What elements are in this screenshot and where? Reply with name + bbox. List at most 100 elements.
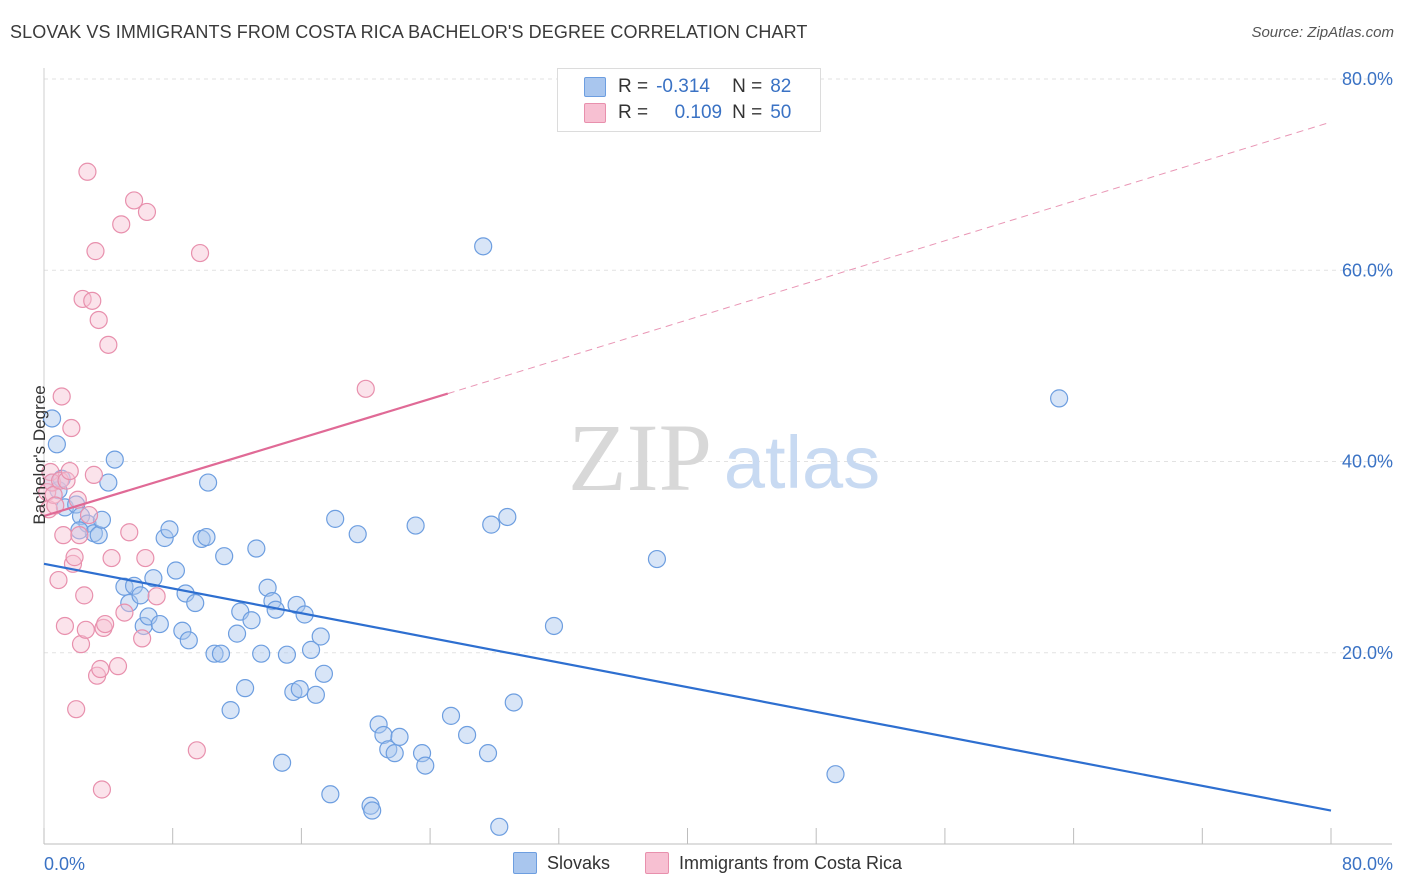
- point-slovaks: [186, 593, 205, 613]
- point-costa-rica: [62, 418, 81, 438]
- point-costa-rica: [190, 243, 210, 263]
- point-slovaks: [258, 578, 277, 597]
- y-tick-label: 20.0%: [1342, 643, 1393, 663]
- point-costa-rica: [57, 471, 76, 490]
- grid: [44, 78, 1392, 654]
- point-slovaks: [99, 473, 118, 492]
- point-slovaks: [242, 611, 261, 630]
- point-slovaks: [306, 685, 325, 704]
- point-slovaks: [131, 586, 150, 605]
- bottom-legend-swatch-slovaks: [513, 852, 537, 874]
- y-tick-label: 60.0%: [1342, 260, 1393, 280]
- point-slovaks: [247, 539, 266, 558]
- point-slovaks: [416, 756, 435, 775]
- point-slovaks: [441, 706, 461, 725]
- point-slovaks: [272, 753, 292, 772]
- point-slovaks: [385, 744, 404, 763]
- correlation-legend: R = -0.314 N = 82 R = 0.109 N = 50: [557, 68, 821, 132]
- bottom-legend-label-costa-rica: Immigrants from Costa Rica: [679, 852, 903, 873]
- point-costa-rica: [75, 586, 94, 605]
- point-slovaks: [474, 237, 493, 256]
- watermark-atlas: atlas: [724, 421, 880, 504]
- legend-swatch-costa-rica: [584, 103, 606, 123]
- data-points: [38, 162, 1069, 836]
- point-slovaks: [235, 679, 255, 698]
- point-costa-rica: [99, 335, 118, 354]
- point-slovaks: [321, 785, 340, 804]
- watermark-zip: ZIP: [568, 404, 712, 511]
- point-slovaks: [173, 621, 192, 640]
- legend-row-costa-rica: R = 0.109 N = 50: [584, 101, 791, 125]
- point-slovaks: [348, 525, 367, 544]
- point-costa-rica: [50, 471, 70, 490]
- tick-labels: 20.0% 40.0% 60.0% 80.0% 0.0% 80.0%: [44, 69, 1393, 874]
- bottom-legend-slovaks: Slovaks: [513, 852, 610, 874]
- point-slovaks: [105, 450, 124, 469]
- x-tick-label: 0.0%: [44, 854, 85, 874]
- point-slovaks: [211, 644, 231, 663]
- point-costa-rica: [67, 700, 86, 719]
- legend-swatch-slovaks: [584, 77, 606, 97]
- point-slovaks: [215, 547, 234, 566]
- point-slovaks: [326, 509, 345, 528]
- point-slovaks: [504, 693, 523, 712]
- point-slovaks: [197, 527, 216, 547]
- y-tick-label: 40.0%: [1342, 452, 1393, 472]
- point-slovaks: [89, 526, 108, 545]
- point-slovaks: [227, 624, 247, 643]
- legend-n-label: N =: [732, 102, 763, 123]
- point-costa-rica: [92, 780, 112, 799]
- legend-r-label: R =: [618, 76, 649, 97]
- point-slovaks: [544, 616, 564, 636]
- point-slovaks: [166, 561, 186, 580]
- point-costa-rica: [124, 191, 144, 210]
- point-slovaks: [179, 631, 198, 650]
- point-costa-rica: [96, 614, 115, 634]
- point-slovaks: [42, 409, 62, 428]
- legend-n-value: 82: [770, 76, 792, 97]
- point-slovaks: [311, 627, 330, 646]
- point-costa-rica: [79, 505, 99, 525]
- point-slovaks: [314, 664, 334, 683]
- point-slovaks: [290, 679, 309, 699]
- point-costa-rica: [76, 620, 95, 639]
- point-costa-rica: [83, 291, 102, 310]
- point-costa-rica: [78, 162, 97, 181]
- trend-lines: [43, 121, 1332, 812]
- point-slovaks: [205, 644, 224, 663]
- point-costa-rica: [356, 379, 375, 398]
- point-costa-rica: [65, 548, 84, 567]
- x-tick-label: 80.0%: [1342, 854, 1393, 874]
- point-costa-rica: [112, 215, 131, 234]
- point-costa-rica: [86, 242, 105, 261]
- point-slovaks: [277, 645, 297, 664]
- legend-r-label: R =: [618, 102, 649, 123]
- point-costa-rica: [89, 310, 108, 330]
- y-tick-label: 80.0%: [1342, 69, 1393, 89]
- legend-row-slovaks: R = -0.314 N = 82: [584, 75, 791, 99]
- trend-line-costa-rica-extension: [447, 121, 1332, 395]
- source-credit: Source: ZipAtlas.com: [1251, 24, 1394, 41]
- point-slovaks: [301, 640, 321, 659]
- legend-r-value: 0.109: [674, 102, 723, 123]
- legend-n-label: N =: [732, 76, 763, 97]
- point-slovaks: [478, 744, 498, 763]
- legend-n-value: 50: [770, 102, 792, 123]
- point-slovaks: [498, 507, 517, 527]
- y-axis-label: Bachelor's Degree: [30, 385, 49, 525]
- point-slovaks: [47, 435, 66, 454]
- point-slovaks: [144, 569, 163, 588]
- point-costa-rica: [137, 202, 157, 222]
- bottom-legend-costa-rica: Immigrants from Costa Rica: [645, 852, 902, 874]
- bottom-legend-label-slovaks: Slovaks: [547, 852, 611, 873]
- point-costa-rica: [46, 496, 65, 515]
- point-slovaks: [374, 725, 393, 745]
- point-slovaks: [160, 520, 179, 539]
- axes: [43, 68, 1392, 845]
- bottom-legend-swatch-costa-rica: [645, 852, 669, 874]
- point-slovaks: [252, 644, 271, 663]
- point-slovaks: [490, 817, 509, 836]
- point-costa-rica: [115, 603, 134, 622]
- point-costa-rica: [71, 635, 91, 654]
